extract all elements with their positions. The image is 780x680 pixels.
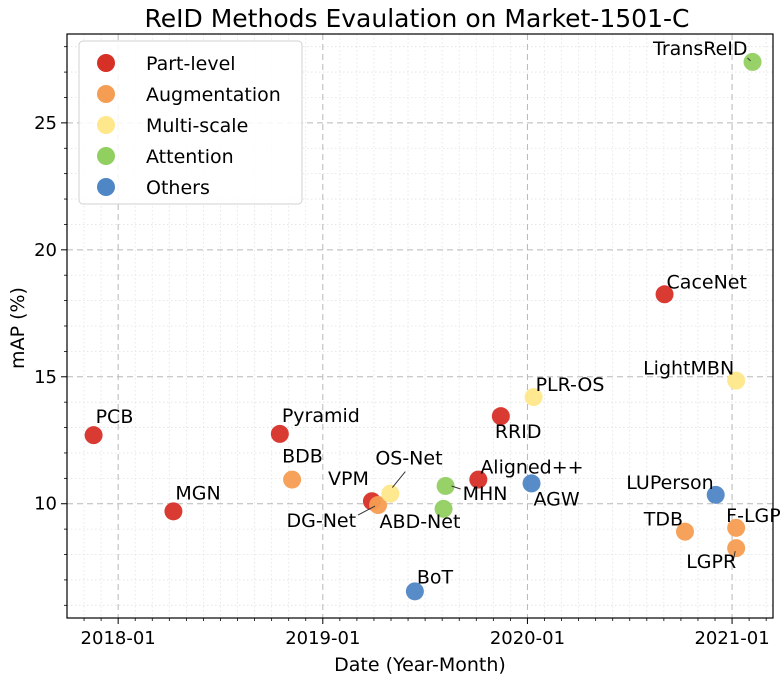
point-bot xyxy=(405,582,424,601)
point-lightmbn xyxy=(727,371,746,390)
point-transreid xyxy=(743,52,762,71)
label-mhn: MHN xyxy=(463,483,508,505)
axis-ticks: 10 15 20 25 2018-01 2019-01 2020-01 2021-01 xyxy=(34,46,770,649)
label-bdb: BDB xyxy=(282,446,323,468)
label-lightmbn: LightMBN xyxy=(643,358,734,380)
x-tick-label: 2019-01 xyxy=(285,628,360,649)
point-luperson xyxy=(706,485,725,504)
point-lgpr xyxy=(727,539,746,558)
label-agw: AGW xyxy=(534,488,580,510)
label-leader-dg-net xyxy=(357,505,376,516)
legend-marker-attention xyxy=(97,147,115,165)
label-cacenet: CaceNet xyxy=(667,271,747,293)
label-abd-net: ABD-Net xyxy=(380,511,461,533)
legend-label-attention: Attention xyxy=(146,146,234,168)
point-aligned xyxy=(469,470,488,489)
label-leader-mhn xyxy=(451,485,461,490)
label-luperson: LUPerson xyxy=(626,472,713,494)
x-tick-label: 2021-01 xyxy=(694,628,769,649)
label-pcb: PCB xyxy=(96,406,134,428)
point-plr-os xyxy=(524,388,543,407)
point-os-net xyxy=(381,484,400,503)
legend-marker-part-level xyxy=(97,54,115,72)
label-vpm: VPM xyxy=(328,468,369,490)
point-bdb xyxy=(283,470,302,489)
label-dg-net: DG-Net xyxy=(286,510,356,532)
y-tick-label: 25 xyxy=(34,113,57,134)
point-f-lgpr xyxy=(727,518,746,537)
legend-label-multi-scale: Multi-scale xyxy=(146,115,248,137)
label-leader-lgpr xyxy=(732,551,736,562)
legend-box xyxy=(78,40,303,205)
label-lgpr: LGPR xyxy=(686,551,736,573)
point-rrid xyxy=(491,407,510,426)
label-os-net: OS-Net xyxy=(375,448,442,470)
point-mhn xyxy=(436,476,455,495)
point-tdb xyxy=(676,522,695,541)
label-rrid: RRID xyxy=(495,421,542,443)
point-pcb xyxy=(84,426,103,445)
label-bot: BoT xyxy=(417,566,454,588)
legend-label-part-level: Part-level xyxy=(146,53,236,75)
label-leader-transreid xyxy=(747,57,751,62)
data-points xyxy=(84,52,762,601)
label-leader-os-net xyxy=(391,471,406,488)
label-f-lgpr: F-LGPR xyxy=(726,505,780,527)
label-aligned: Aligned++ xyxy=(480,457,583,479)
y-tick-label: 10 xyxy=(34,494,57,515)
y-tick-label: 20 xyxy=(34,240,57,261)
point-agw xyxy=(522,474,541,493)
chart-title: ReID Methods Evaulation on Market-1501-C xyxy=(145,4,690,33)
y-tick-label: 15 xyxy=(34,367,57,388)
x-axis-label: Date (Year-Month) xyxy=(334,654,506,676)
x-tick-label: 2018-01 xyxy=(81,628,156,649)
point-dg-net xyxy=(369,496,388,515)
label-tdb: TDB xyxy=(643,509,683,531)
point-cacenet xyxy=(655,285,674,304)
legend-label-augmentation: Augmentation xyxy=(146,84,281,106)
label-plr-os: PLR-OS xyxy=(536,374,605,396)
legend-marker-multi-scale xyxy=(97,116,115,134)
point-mgn xyxy=(164,502,183,521)
x-tick-label: 2020-01 xyxy=(490,628,565,649)
point-pyramid xyxy=(270,424,289,443)
label-pyramid: Pyramid xyxy=(282,405,360,427)
legend-marker-augmentation xyxy=(97,85,115,103)
y-axis-label: mAP (%) xyxy=(7,287,29,369)
legend: Part-level Augmentation Multi-scale Attenti… xyxy=(78,40,303,205)
label-transreid: TransReID xyxy=(652,38,747,60)
legend-label-others: Others xyxy=(146,177,210,199)
point-abd-net xyxy=(434,499,453,518)
legend-marker-others xyxy=(97,178,115,196)
label-mgn: MGN xyxy=(175,482,220,504)
